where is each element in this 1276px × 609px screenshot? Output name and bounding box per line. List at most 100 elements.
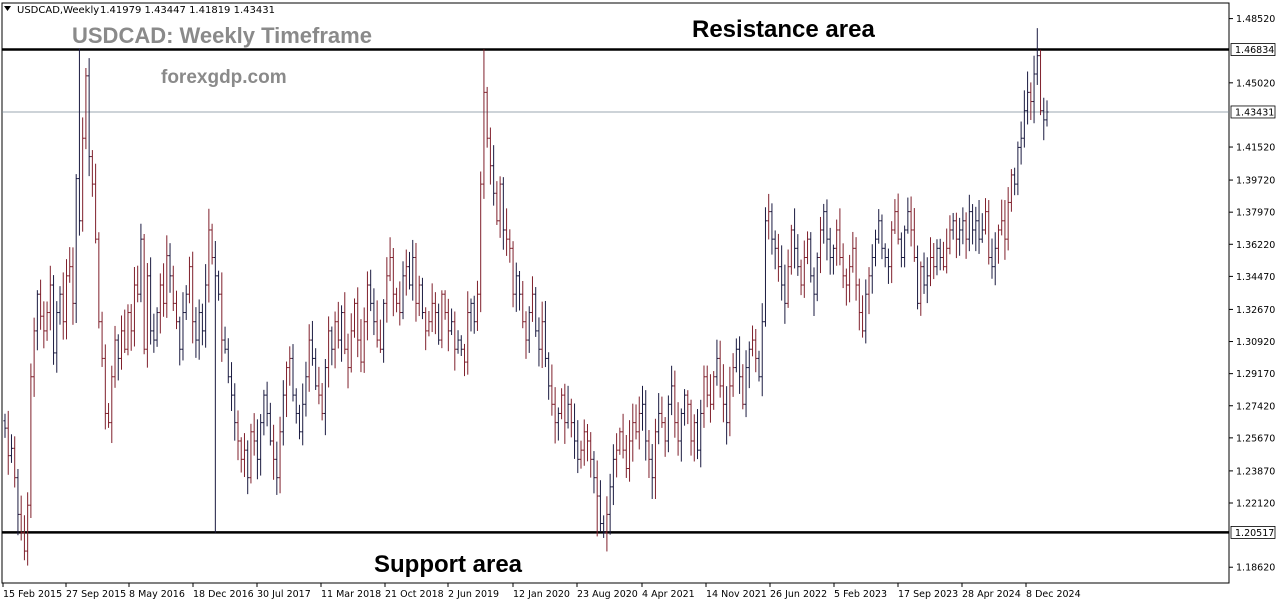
y-tick-label: 1.41520 xyxy=(1236,143,1275,154)
ohlc-bar xyxy=(129,304,133,351)
ohlc-bar xyxy=(647,430,651,478)
ohlc-bar xyxy=(161,263,166,317)
ohlc-bar xyxy=(514,262,518,312)
ohlc-bar xyxy=(440,290,444,349)
ohlc-bar xyxy=(883,243,887,268)
ohlc-bar xyxy=(1045,100,1049,127)
ohlc-bar xyxy=(1025,71,1030,125)
x-tick-label: 12 Jan 2020 xyxy=(513,589,570,600)
ohlc-bar xyxy=(796,234,800,276)
ohlc-bar xyxy=(932,242,936,280)
ohlc-bar xyxy=(297,404,302,440)
ohlc-bar xyxy=(508,229,512,263)
ohlc-bar xyxy=(961,207,965,245)
ohlc-bar xyxy=(385,257,389,323)
y-tick-label: 1.18620 xyxy=(1236,563,1275,574)
ohlc-bar xyxy=(799,259,803,296)
ohlc-bar xyxy=(702,365,706,428)
ohlc-bar xyxy=(382,299,386,363)
ohlc-bar xyxy=(139,223,143,303)
ohlc-bar xyxy=(925,257,929,304)
ohlc-bar xyxy=(611,444,615,506)
ohlc-bar xyxy=(780,245,784,301)
ohlc-bar xyxy=(404,249,408,296)
ohlc-bar xyxy=(537,317,541,367)
ohlc-bar xyxy=(899,232,903,268)
ohlc-bar xyxy=(540,301,544,369)
ohlc-bar xyxy=(676,402,680,456)
time-axis: 15 Feb 2015 27 Sep 2015 8 May 2016 18 Dec 2… xyxy=(2,583,1081,600)
ohlc-bar xyxy=(414,242,418,322)
x-tick-label: 26 Jun 2022 xyxy=(770,589,827,600)
ohlc-bar xyxy=(184,285,188,320)
ohlc-bar xyxy=(524,311,528,359)
ohlc-bar xyxy=(443,290,447,320)
ohlc-bar xyxy=(909,196,913,247)
ohlc-bar xyxy=(556,407,560,441)
ohlc-bar xyxy=(873,229,878,267)
ohlc-bar xyxy=(223,326,227,354)
ohlc-bar xyxy=(81,117,85,232)
ohlc-bar xyxy=(255,419,260,480)
ohlc-bar xyxy=(1013,167,1017,196)
ohlc-bar xyxy=(1006,187,1010,251)
ohlc-bar xyxy=(864,279,868,344)
ohlc-bar xyxy=(1019,121,1023,165)
ohlc-bar xyxy=(333,311,337,369)
ohlc-bar xyxy=(848,254,852,303)
ohlc-bar xyxy=(119,315,124,370)
ohlc-bar xyxy=(737,336,742,394)
ohlc-bar xyxy=(19,495,23,541)
ohlc-bar xyxy=(181,292,185,361)
ohlc-bar xyxy=(488,127,493,185)
ohlc-bar xyxy=(64,259,69,340)
chart-header: USDCAD,Weekly 1.41979 1.43447 1.41819 1.… xyxy=(4,5,275,16)
ohlc-bar xyxy=(844,268,848,306)
ohlc-bar xyxy=(657,393,661,445)
ohlc-bar xyxy=(725,386,729,445)
ohlc-bar xyxy=(741,364,745,410)
ohlc-bar xyxy=(637,396,641,450)
ohlc-bar xyxy=(945,228,949,274)
ohlc-bar xyxy=(608,473,612,535)
ohlc-bar xyxy=(598,480,603,532)
ohlc-bar xyxy=(880,214,884,260)
ohlc-bar xyxy=(220,272,224,362)
ohlc-bar xyxy=(1029,82,1033,120)
y-tick-label: 1.32670 xyxy=(1236,305,1275,316)
ohlc-bar xyxy=(1038,49,1043,116)
ohlc-bar xyxy=(712,371,716,410)
ohlc-bar xyxy=(492,145,496,206)
ohlc-readout: 1.41979 1.43447 1.41819 1.43431 xyxy=(100,5,275,16)
ohlc-bar xyxy=(692,414,696,462)
ohlc-bar xyxy=(187,256,192,304)
ohlc-bar xyxy=(802,240,806,298)
ohlc-bar xyxy=(71,247,75,325)
ohlc-bar xyxy=(640,385,645,431)
ohlc-bar xyxy=(605,496,609,552)
ohlc-bar xyxy=(1035,28,1039,85)
ohlc-bar xyxy=(475,280,480,331)
ohlc-bar xyxy=(938,238,942,271)
ohlc-bar xyxy=(721,364,725,423)
ohlc-bar xyxy=(579,440,583,469)
ohlc-bar xyxy=(896,193,900,245)
ohlc-bar xyxy=(970,204,975,245)
support-label: Support area xyxy=(374,551,523,578)
ohlc-bar xyxy=(763,207,768,327)
ohlc-bar xyxy=(339,305,344,362)
ohlc-bar xyxy=(155,307,159,347)
ohlc-bar xyxy=(346,333,350,389)
x-tick-label: 2 Jun 2019 xyxy=(448,589,499,600)
y-tick-label: 1.27420 xyxy=(1236,401,1275,412)
ohlc-bar xyxy=(284,361,289,418)
ohlc-bar xyxy=(391,248,395,317)
ohlc-bar xyxy=(547,352,551,400)
ohlc-bar xyxy=(304,361,308,417)
ohlc-bar xyxy=(171,265,175,311)
dropdown-triangle-icon[interactable] xyxy=(4,6,11,11)
ohlc-bar xyxy=(922,252,926,294)
ohlc-bar xyxy=(462,343,467,377)
ohlc-bar xyxy=(618,427,622,455)
ohlc-bar xyxy=(388,237,392,282)
